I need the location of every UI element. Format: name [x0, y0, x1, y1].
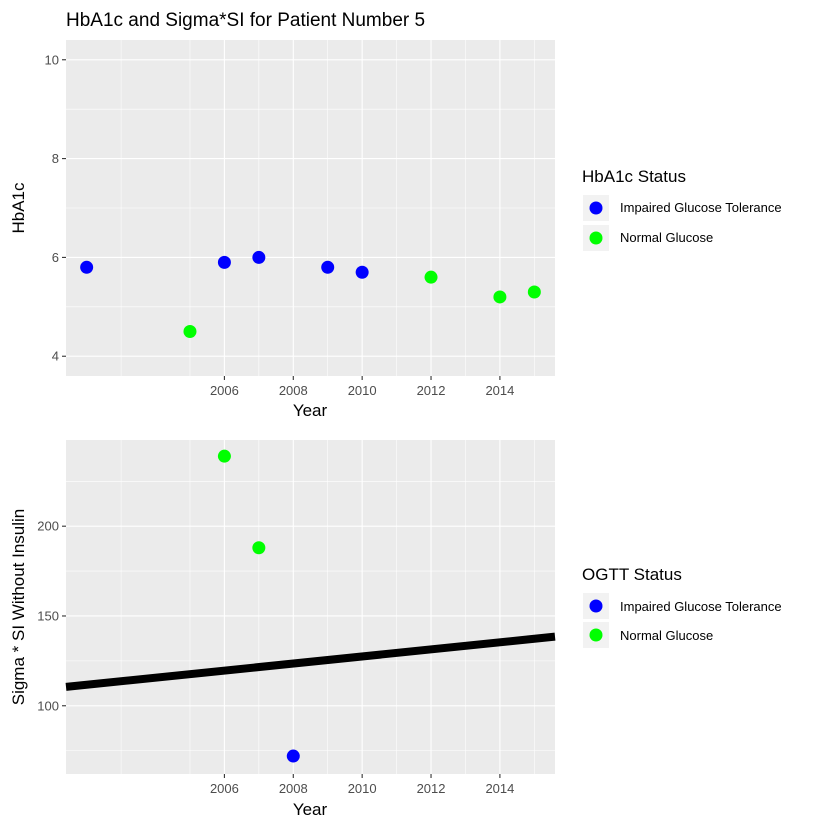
trend-line [65, 632, 556, 691]
x-tick-label: 2014 [485, 383, 514, 398]
x-tick-label: 2010 [348, 383, 377, 398]
y-tick-label: 100 [37, 698, 59, 713]
x-tick-label: 2010 [348, 781, 377, 796]
legend-key-dot [589, 201, 603, 215]
hba1c-y-axis-title: HbA1c [9, 182, 28, 234]
y-tick-label: 8 [52, 151, 59, 166]
data-point [493, 290, 507, 304]
y-tick-label: 4 [52, 349, 59, 364]
hba1c-x-axis-title: Year [293, 401, 328, 420]
data-point [286, 749, 300, 763]
x-tick-label: 2012 [417, 383, 446, 398]
sigma-si-panel-background [66, 440, 555, 774]
hba1c-points [80, 250, 541, 339]
data-point [80, 260, 94, 274]
ogtt-legend-title: OGTT Status [582, 565, 682, 584]
sigma-si-trend-layer [65, 632, 556, 691]
y-tick-label: 6 [52, 250, 59, 265]
x-tick-label: 2008 [279, 383, 308, 398]
hba1c-grid [66, 40, 555, 376]
x-tick-label: 2008 [279, 781, 308, 796]
y-tick-label: 200 [37, 519, 59, 534]
ogtt-legend-entry-impaired: Impaired Glucose Tolerance [583, 593, 782, 619]
data-point [217, 255, 231, 269]
sigma-si-panel: 2006 2008 2010 2012 2014 100 150 200 Year Sigma… [9, 440, 556, 819]
legend-key-dot [589, 599, 603, 613]
hba1c-axes: 2006 2008 2010 2012 2014 4 6 8 10 [45, 52, 515, 398]
x-tick-label: 2006 [210, 383, 239, 398]
sigma-si-x-axis-title: Year [293, 800, 328, 819]
data-point [321, 260, 335, 274]
data-point [424, 270, 438, 284]
sigma-si-axes: 2006 2008 2010 2012 2014 100 150 200 [37, 519, 514, 796]
sigma-si-y-axis-title: Sigma * SI Without Insulin [9, 509, 28, 706]
y-tick-label: 150 [37, 608, 59, 623]
data-point [355, 265, 369, 279]
data-point [183, 325, 197, 339]
legend-label: Impaired Glucose Tolerance [620, 599, 782, 614]
x-tick-label: 2012 [417, 781, 446, 796]
hba1c-legend-title: HbA1c Status [582, 167, 686, 186]
data-point [252, 541, 266, 555]
hba1c-panel: 2006 2008 2010 2012 2014 4 6 8 10 Year HbA1c [9, 40, 555, 420]
legend-label: Normal Glucose [620, 230, 713, 245]
chart-title: HbA1c and Sigma*SI for Patient Number 5 [66, 10, 425, 31]
data-point [527, 285, 541, 299]
x-tick-label: 2014 [485, 781, 514, 796]
data-point [217, 449, 231, 463]
sigma-si-grid [66, 440, 555, 774]
data-point [252, 250, 266, 264]
legend-key-dot [589, 231, 603, 245]
legend-label: Impaired Glucose Tolerance [620, 200, 782, 215]
x-tick-label: 2006 [210, 781, 239, 796]
legend-key-dot [589, 628, 603, 642]
legend-label: Normal Glucose [620, 628, 713, 643]
hba1c-legend-entry-impaired: Impaired Glucose Tolerance [583, 195, 782, 221]
hba1c-legend-entry-normal: Normal Glucose [583, 225, 713, 251]
sigma-si-points [217, 449, 300, 763]
ogtt-legend: OGTT Status Impaired Glucose Tolerance N… [582, 565, 782, 648]
y-tick-label: 10 [45, 52, 59, 67]
hba1c-legend: HbA1c Status Impaired Glucose Tolerance … [582, 167, 782, 251]
ogtt-legend-entry-normal: Normal Glucose [583, 622, 713, 648]
